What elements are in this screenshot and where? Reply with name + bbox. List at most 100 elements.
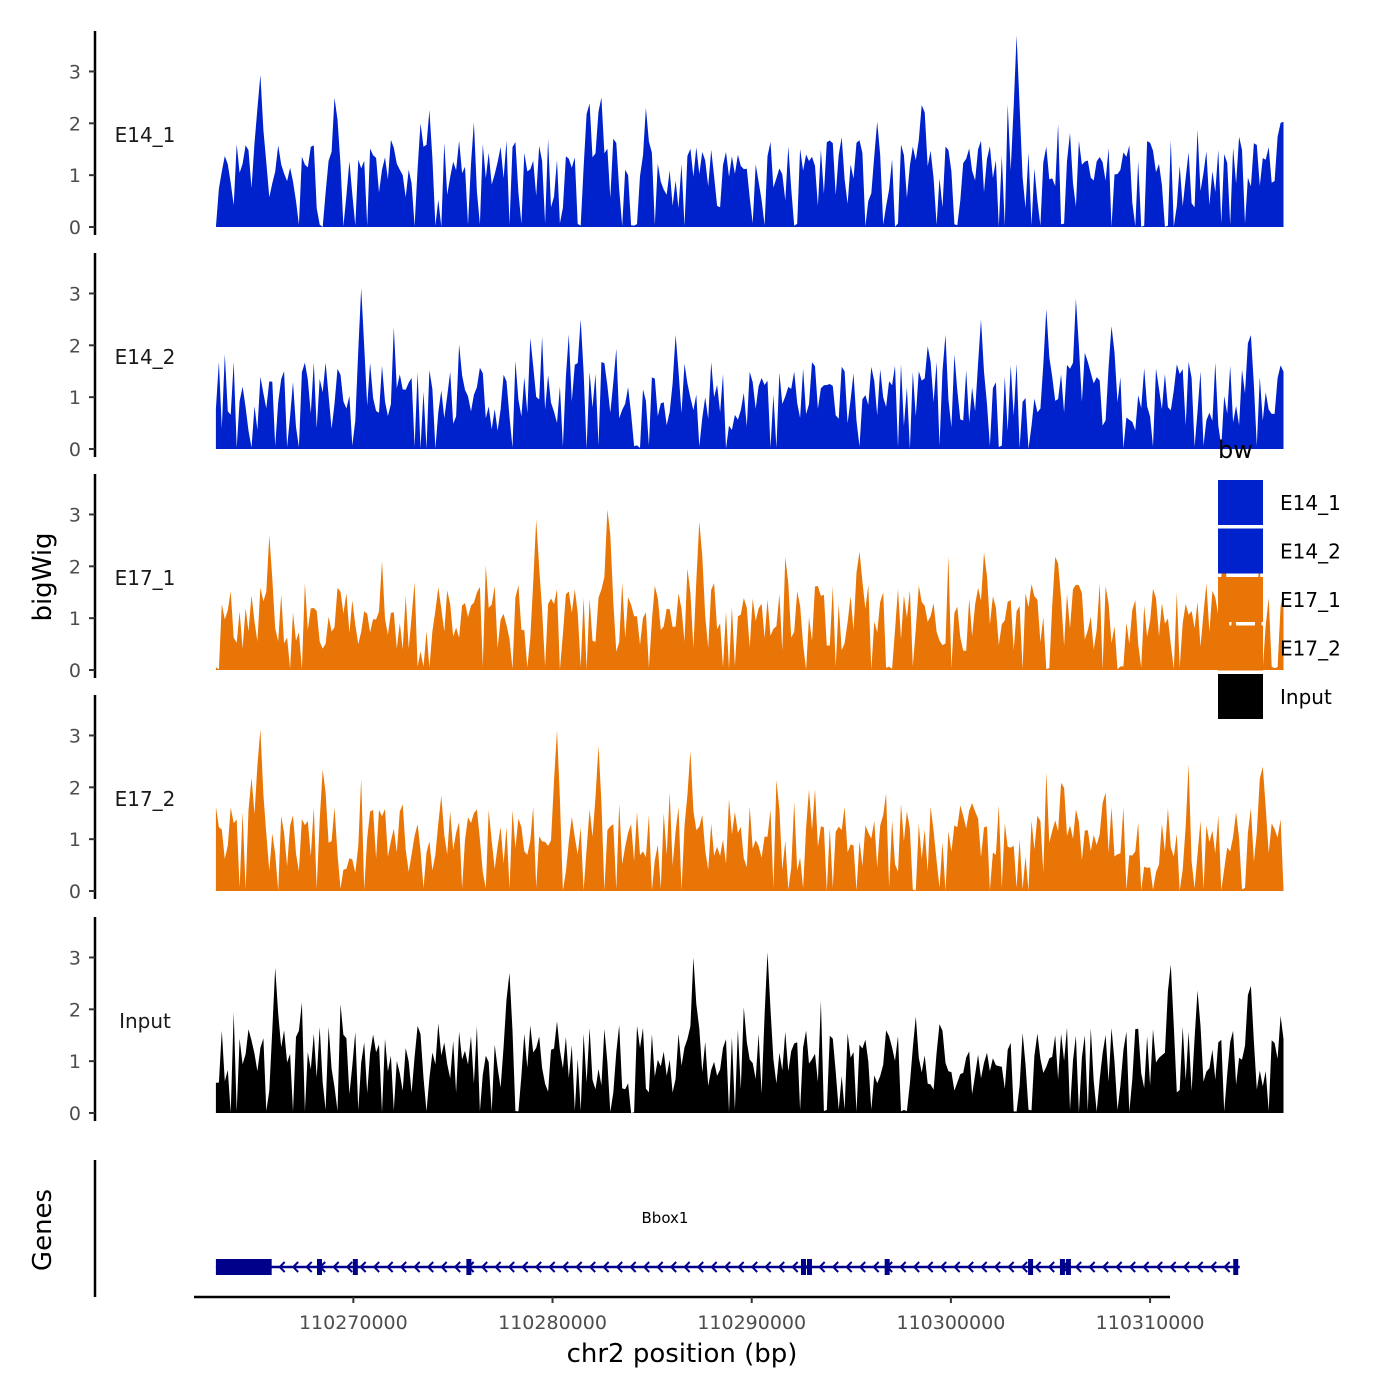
- y-tick-label: 0: [69, 1103, 81, 1125]
- strand-arrow: [1209, 1261, 1217, 1273]
- y-tick-label: 2: [69, 556, 81, 578]
- gene-utr-block: [215, 1259, 272, 1275]
- gene-exon: [1059, 1259, 1065, 1275]
- strand-arrow: [899, 1261, 907, 1273]
- y-tick-label: 3: [69, 283, 81, 305]
- coverage-area-E17_2: [215, 729, 1284, 891]
- strand-arrow: [737, 1261, 745, 1273]
- strand-arrow: [426, 1261, 434, 1273]
- strand-arrow: [1007, 1261, 1015, 1273]
- y-tick-label: 3: [69, 725, 81, 747]
- y-tick-label: 2: [69, 777, 81, 799]
- gene-exon: [221, 1259, 227, 1275]
- strand-arrow: [561, 1261, 569, 1273]
- x-tick-label: 110300000: [896, 1312, 1005, 1334]
- strand-arrow: [1223, 1261, 1231, 1273]
- y-tick-label: 3: [69, 947, 81, 969]
- gene-exon: [806, 1259, 812, 1275]
- strand-arrow: [1142, 1261, 1150, 1273]
- strand-arrow: [696, 1261, 704, 1273]
- strand-arrow: [1182, 1261, 1190, 1273]
- strand-arrow: [615, 1261, 623, 1273]
- strand-arrow: [912, 1261, 920, 1273]
- x-axis-title: chr2 position (bp): [567, 1339, 798, 1369]
- strand-arrow: [872, 1261, 880, 1273]
- gene-exon: [1065, 1259, 1071, 1275]
- y-tick-label: 2: [69, 999, 81, 1021]
- coverage-area-E14_2: [215, 288, 1284, 449]
- strand-arrow: [575, 1261, 583, 1273]
- gene-exon: [316, 1259, 322, 1275]
- gene-exon: [801, 1259, 807, 1275]
- strand-arrow: [453, 1261, 461, 1273]
- y-tick-label: 0: [69, 439, 81, 461]
- strand-arrow: [1128, 1261, 1136, 1273]
- strand-arrow: [939, 1261, 947, 1273]
- strand-arrow: [858, 1261, 866, 1273]
- y-tick-label: 2: [69, 113, 81, 135]
- legend-item-Input: Input: [1218, 674, 1332, 719]
- strand-arrow: [534, 1261, 542, 1273]
- strand-arrow: [548, 1261, 556, 1273]
- strand-arrow: [750, 1261, 758, 1273]
- strand-arrow: [1020, 1261, 1028, 1273]
- track-E17_1: 0 1 2 3 E17_1: [69, 474, 1284, 682]
- strand-arrow: [845, 1261, 853, 1273]
- x-tick-label: 110280000: [498, 1312, 607, 1334]
- strand-arrow: [683, 1261, 691, 1273]
- legend-item-E17_1: E17_1: [1218, 577, 1341, 622]
- strand-arrow: [926, 1261, 934, 1273]
- legend-swatch: [1218, 674, 1263, 719]
- strand-arrow: [345, 1261, 353, 1273]
- x-tick-label: 110310000: [1096, 1312, 1205, 1334]
- gene-exon: [352, 1259, 358, 1275]
- strand-arrow: [1169, 1261, 1177, 1273]
- coverage-area-Input: [215, 952, 1284, 1113]
- strand-arrow: [386, 1261, 394, 1273]
- y-tick-label: 3: [69, 61, 81, 83]
- gene-exon: [466, 1259, 472, 1275]
- strand-arrow: [521, 1261, 529, 1273]
- strand-arrow: [1155, 1261, 1163, 1273]
- strand-arrow: [399, 1261, 407, 1273]
- strand-arrow: [1115, 1261, 1123, 1273]
- strand-arrow: [440, 1261, 448, 1273]
- strand-arrow: [993, 1261, 1001, 1273]
- legend-label: E17_1: [1280, 588, 1341, 612]
- strand-arrow: [642, 1261, 650, 1273]
- strand-arrow: [494, 1261, 502, 1273]
- track-E14_2: 0 1 2 3 E14_2: [69, 253, 1284, 461]
- y-tick-label: 1: [69, 1051, 81, 1073]
- strand-arrow: [629, 1261, 637, 1273]
- track-label: E17_1: [115, 566, 176, 590]
- gene-track-panel: Genes Bbox1: [28, 1160, 1240, 1297]
- legend-swatch: [1218, 528, 1263, 574]
- legend-item-E14_2: E14_2: [1218, 528, 1341, 574]
- track-E17_2: 0 1 2 3 E17_2: [69, 695, 1284, 903]
- track-E14_1: 0 1 2 3 E14_1: [69, 31, 1284, 239]
- legend-label: E14_2: [1280, 540, 1341, 564]
- legend-label: E17_2: [1280, 637, 1341, 661]
- legend-item-E17_2: E17_2: [1218, 625, 1341, 671]
- strand-arrow: [359, 1261, 367, 1273]
- track-Input: 0 1 2 3 Input: [69, 917, 1284, 1125]
- strand-arrow: [656, 1261, 664, 1273]
- strand-arrow: [602, 1261, 610, 1273]
- track-label: E14_2: [115, 345, 176, 369]
- strand-arrow: [818, 1261, 826, 1273]
- strand-arrow: [669, 1261, 677, 1273]
- strand-arrow: [305, 1261, 313, 1273]
- coverage-tracks: 0 1 2 3 E14_1 0 1 2 3 E14_2 0 1 2 3 E17_1 0 1 2 3 E17_2 0 1 2 3…: [69, 31, 1284, 1125]
- y-tick-label: 1: [69, 608, 81, 630]
- coverage-area-E17_1: [215, 509, 1284, 670]
- y-tick-label: 0: [69, 660, 81, 682]
- strand-arrow: [953, 1261, 961, 1273]
- gene-exon: [1028, 1259, 1034, 1275]
- gene-exon: [1233, 1259, 1239, 1275]
- gene-exon: [884, 1259, 890, 1275]
- gene-track-label: Genes: [28, 1189, 58, 1271]
- strand-arrow: [1196, 1261, 1204, 1273]
- y-tick-label: 0: [69, 217, 81, 239]
- strand-arrow: [791, 1261, 799, 1273]
- strand-arrow: [980, 1261, 988, 1273]
